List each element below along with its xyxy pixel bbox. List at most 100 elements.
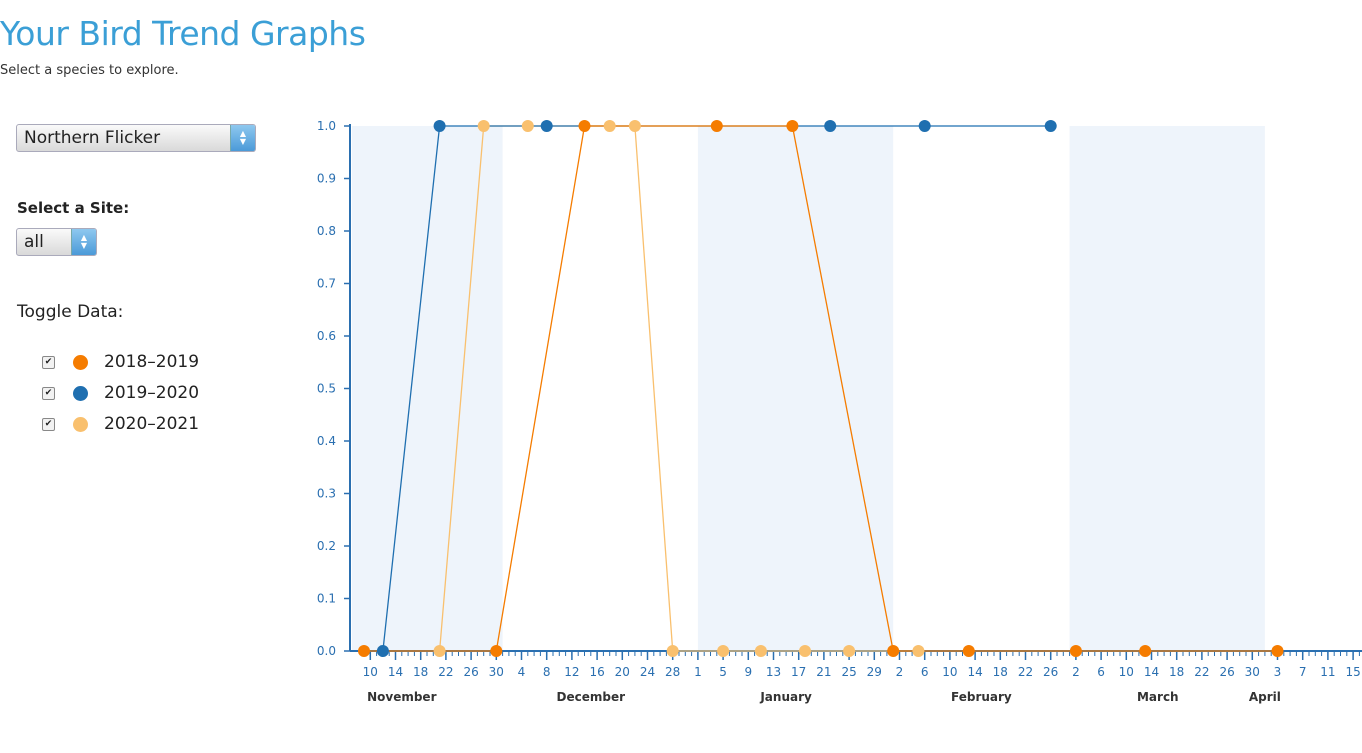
select-arrows-icon: ▲ ▼ — [71, 229, 96, 255]
month-label-march: March — [1137, 690, 1179, 704]
data-point-2019–2020 — [824, 120, 837, 132]
x-tick-label: 12 — [564, 665, 579, 679]
data-point-2019–2020 — [1044, 120, 1057, 132]
toggle-data-label: Toggle Data: — [17, 302, 124, 322]
x-tick-label: 22 — [1018, 665, 1033, 679]
y-tick-label: 0.8 — [317, 224, 336, 238]
data-point-2020–2021 — [912, 645, 925, 657]
legend-dot-2020-2021 — [73, 416, 88, 432]
data-point-2020–2021 — [754, 645, 767, 657]
data-point-2020–2021 — [628, 120, 641, 132]
x-tick-label: 10 — [942, 665, 957, 679]
x-tick-label: 7 — [1299, 665, 1307, 679]
data-point-2020–2021 — [843, 645, 856, 657]
month-label-december: December — [557, 690, 626, 704]
x-tick-label: 26 — [1219, 665, 1234, 679]
x-tick-label: 24 — [640, 665, 655, 679]
x-tick-label: 13 — [766, 665, 781, 679]
page-subtitle: Select a species to explore. — [0, 63, 179, 78]
page-title: Your Bird Trend Graphs — [0, 14, 366, 53]
x-tick-label: 6 — [1097, 665, 1105, 679]
x-tick-label: 25 — [841, 665, 856, 679]
toggle-checkbox-2018-2019[interactable]: ✔ — [42, 355, 55, 369]
data-point-2020–2021 — [521, 120, 534, 132]
toggle-checkbox-2019-2020[interactable]: ✔ — [42, 386, 55, 400]
x-tick-label: 2 — [896, 665, 904, 679]
data-point-2018–2019 — [358, 645, 370, 657]
y-tick-label: 0.6 — [317, 329, 336, 343]
x-tick-label: 10 — [1119, 665, 1134, 679]
species-select[interactable]: Northern Flicker ▲ ▼ — [16, 124, 256, 152]
data-point-2018–2019 — [490, 645, 503, 657]
toggle-label-2018-2019: 2018–2019 — [104, 352, 200, 372]
data-point-2018–2019 — [1139, 645, 1152, 657]
month-label-february: February — [951, 690, 1012, 704]
data-point-2020–2021 — [477, 120, 490, 132]
toggle-label-2020-2021: 2020–2021 — [104, 414, 200, 434]
y-tick-label: 0.7 — [317, 277, 336, 291]
x-tick-label: 20 — [615, 665, 630, 679]
month-label-november: November — [367, 690, 436, 704]
data-point-2018–2019 — [786, 120, 799, 132]
x-tick-label: 21 — [816, 665, 831, 679]
y-tick-label: 1.0 — [317, 119, 336, 133]
x-tick-label: 18 — [1169, 665, 1184, 679]
month-label-january: January — [759, 690, 812, 704]
x-tick-label: 4 — [518, 665, 526, 679]
x-tick-label: 16 — [589, 665, 604, 679]
x-tick-label: 18 — [993, 665, 1008, 679]
toggle-row-2019-2020[interactable]: ✔ 2019–2020 — [42, 381, 199, 405]
x-tick-label: 8 — [543, 665, 551, 679]
data-point-2019–2020 — [540, 120, 553, 132]
data-point-2018–2019 — [710, 120, 723, 132]
x-tick-label: 22 — [438, 665, 453, 679]
x-tick-label: 14 — [388, 665, 403, 679]
data-point-2020–2021 — [666, 645, 679, 657]
x-tick-label: 22 — [1194, 665, 1209, 679]
x-tick-label: 3 — [1274, 665, 1282, 679]
y-tick-label: 0.4 — [317, 434, 336, 448]
x-tick-label: 9 — [744, 665, 752, 679]
x-tick-label: 11 — [1320, 665, 1335, 679]
y-tick-label: 0.0 — [317, 644, 336, 658]
data-point-2018–2019 — [578, 120, 591, 132]
x-tick-label: 29 — [867, 665, 882, 679]
site-select[interactable]: all ▲ ▼ — [16, 228, 97, 256]
toggle-row-2020-2021[interactable]: ✔ 2020–2021 — [42, 412, 199, 436]
data-point-2018–2019 — [1069, 645, 1082, 657]
x-tick-label: 17 — [791, 665, 806, 679]
site-select-value: all — [24, 232, 44, 252]
x-tick-label: 26 — [463, 665, 478, 679]
month-band-november — [352, 126, 503, 651]
toggle-checkbox-2020-2021[interactable]: ✔ — [42, 417, 55, 431]
legend-dot-2019-2020 — [73, 385, 88, 401]
site-label: Select a Site: — [17, 199, 130, 217]
x-tick-label: 28 — [665, 665, 680, 679]
data-point-2020–2021 — [799, 645, 811, 657]
month-band-january — [697, 126, 894, 651]
x-tick-label: 6 — [921, 665, 929, 679]
x-tick-label: 14 — [967, 665, 982, 679]
data-point-2019–2020 — [918, 120, 931, 132]
select-arrows-icon: ▲ ▼ — [230, 125, 255, 151]
toggle-label-2019-2020: 2019–2020 — [104, 383, 200, 403]
data-point-2018–2019 — [1271, 645, 1284, 657]
series-line-2018–2019 — [364, 125, 1278, 652]
y-tick-label: 0.1 — [317, 592, 336, 606]
month-label-april: April — [1249, 690, 1281, 704]
toggle-row-2018-2019[interactable]: ✔ 2018–2019 — [42, 350, 199, 374]
data-point-2019–2020 — [376, 645, 389, 657]
legend-dot-2018-2019 — [73, 354, 88, 370]
x-tick-label: 15 — [1345, 665, 1360, 679]
x-tick-label: 1 — [694, 665, 702, 679]
y-tick-label: 0.5 — [317, 382, 336, 396]
data-point-2020–2021 — [717, 645, 730, 657]
x-tick-label: 18 — [413, 665, 428, 679]
data-point-2020–2021 — [603, 120, 616, 132]
x-tick-label: 26 — [1043, 665, 1058, 679]
x-tick-label: 30 — [1245, 665, 1260, 679]
x-tick-label: 5 — [719, 665, 727, 679]
x-tick-label: 2 — [1072, 665, 1080, 679]
x-tick-label: 14 — [1144, 665, 1159, 679]
